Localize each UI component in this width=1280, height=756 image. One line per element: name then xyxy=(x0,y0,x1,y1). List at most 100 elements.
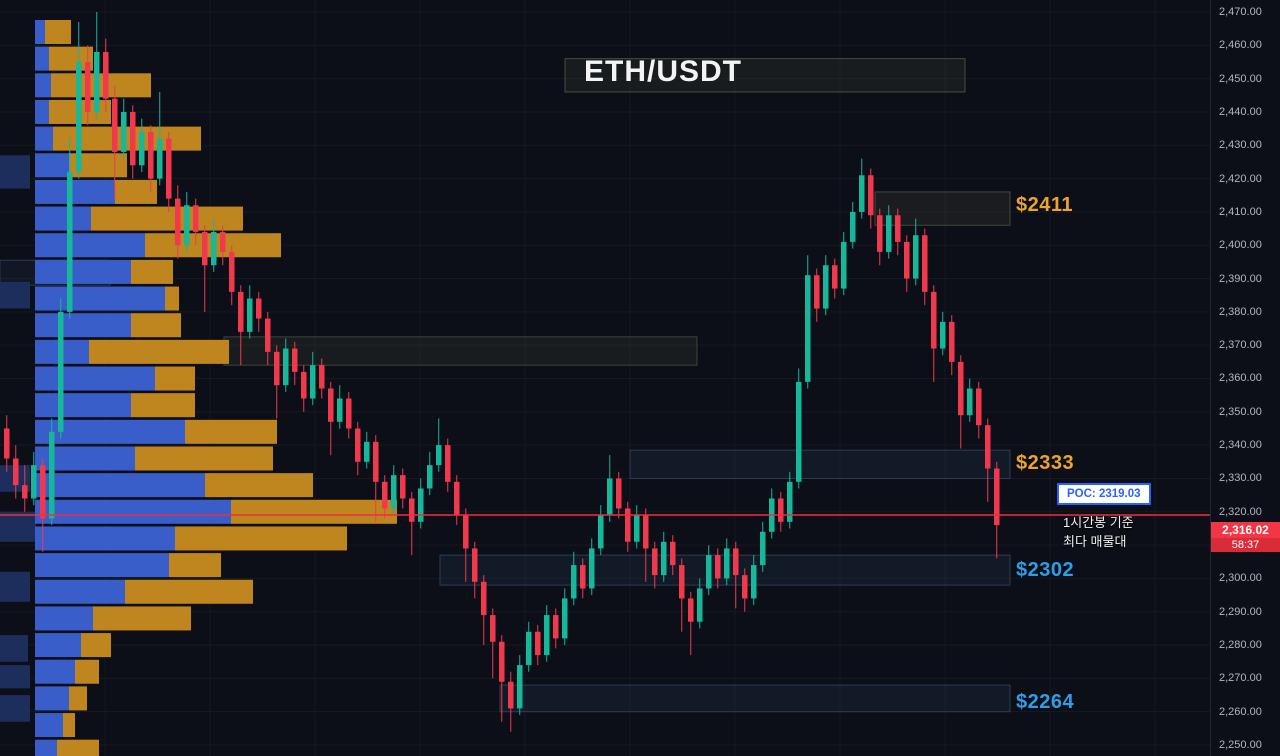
candle-body xyxy=(409,498,415,522)
candle-body xyxy=(841,241,847,289)
candle-body xyxy=(319,365,325,389)
candle-body xyxy=(976,388,982,426)
price-tick: 2,260.00 xyxy=(1219,705,1262,718)
candle-body xyxy=(958,361,964,416)
candle-body xyxy=(724,548,730,579)
vp-buy-bar xyxy=(35,526,175,551)
candle-body xyxy=(67,171,73,312)
vp-sell-bar xyxy=(115,179,157,204)
candle-body xyxy=(166,138,172,199)
current-price-value: 2,316.02 xyxy=(1222,523,1269,537)
candle-body xyxy=(103,51,109,99)
vp-sell-bar xyxy=(45,19,71,44)
vp-buy-bar xyxy=(35,606,93,631)
vp-buy-bar xyxy=(35,739,57,756)
candle-body xyxy=(76,61,82,172)
candle-body xyxy=(589,548,595,589)
candle-body xyxy=(706,555,712,589)
price-axis[interactable]: 2,470.00 2,460.00 2,450.00 2,440.00 2,430.00… xyxy=(1210,0,1280,756)
candle-body xyxy=(544,615,550,656)
vp-buy-bar xyxy=(35,553,169,578)
candle-body xyxy=(49,431,55,519)
vp-buy-bar xyxy=(35,473,205,498)
vp-buy-bar xyxy=(35,686,69,711)
candle-body xyxy=(157,138,163,179)
candle-body xyxy=(877,215,883,252)
candle-body xyxy=(832,265,838,289)
bar-countdown-timer: 58:37 xyxy=(1211,538,1280,552)
candle-body xyxy=(868,175,874,216)
candle-body xyxy=(787,481,793,522)
candle-body xyxy=(382,481,388,509)
vp-sell-bar xyxy=(49,46,93,71)
vp-sell-bar xyxy=(63,713,75,738)
vp-sell-bar xyxy=(131,259,173,284)
candle-body xyxy=(355,428,361,462)
price-tick: 2,470.00 xyxy=(1219,6,1262,18)
price-tick: 2,290.00 xyxy=(1219,605,1262,618)
price-tick: 2,450.00 xyxy=(1219,72,1262,85)
candle-body xyxy=(760,531,766,566)
vp-buy-bar xyxy=(35,393,131,418)
vp-sell-bar xyxy=(51,73,151,98)
candle-body xyxy=(112,98,118,152)
candle-body xyxy=(373,441,379,482)
candle-body xyxy=(94,51,100,112)
price-tick: 2,430.00 xyxy=(1219,139,1262,152)
candle-body xyxy=(58,311,64,432)
candle-body xyxy=(922,235,928,292)
candle-body xyxy=(148,131,154,179)
candle-body xyxy=(220,231,226,252)
candle-body xyxy=(301,371,307,399)
candle-body xyxy=(490,615,496,642)
candle-body xyxy=(481,581,487,616)
vp-sell-bar xyxy=(131,313,181,338)
candle-body xyxy=(310,365,316,399)
left-volume-bar xyxy=(0,571,30,602)
candle-body xyxy=(850,211,856,242)
candle-body xyxy=(526,631,532,666)
candle-body xyxy=(994,468,1000,526)
price-tick: 2,410.00 xyxy=(1219,205,1262,218)
candle-body xyxy=(814,275,820,309)
candle-body xyxy=(697,588,703,622)
vp-sell-bar xyxy=(89,339,229,364)
candle-body xyxy=(274,351,280,386)
candle-body xyxy=(121,111,127,152)
candle-body xyxy=(670,541,676,566)
candle-body xyxy=(346,398,352,429)
candle-body xyxy=(985,425,991,469)
left-volume-bar xyxy=(0,695,30,722)
candle-body xyxy=(967,388,973,416)
candle-body xyxy=(553,615,559,639)
vp-buy-bar xyxy=(35,313,131,338)
candle-body xyxy=(634,515,640,542)
candle-body xyxy=(949,321,955,362)
candle-body xyxy=(238,291,244,332)
candle-body xyxy=(778,498,784,522)
vp-buy-bar xyxy=(35,499,231,524)
candle-body xyxy=(4,428,10,459)
vp-sell-bar xyxy=(231,499,397,524)
candle-body xyxy=(607,478,613,516)
candle-body xyxy=(598,515,604,549)
candle-body xyxy=(742,575,748,599)
candle-body xyxy=(940,321,946,349)
candle-body xyxy=(400,475,406,499)
candle-body xyxy=(22,485,28,499)
vp-sell-bar xyxy=(165,286,179,311)
candle-body xyxy=(661,541,667,576)
price-tick: 2,380.00 xyxy=(1219,305,1262,318)
left-volume-bar xyxy=(0,665,30,689)
candle-body xyxy=(337,398,343,422)
candle-body xyxy=(499,641,505,682)
candle-body xyxy=(139,131,145,166)
candle-body xyxy=(229,251,235,292)
candle-body xyxy=(751,565,757,599)
candle-body xyxy=(796,381,802,482)
candle-body xyxy=(508,681,514,709)
candle-body xyxy=(472,548,478,582)
